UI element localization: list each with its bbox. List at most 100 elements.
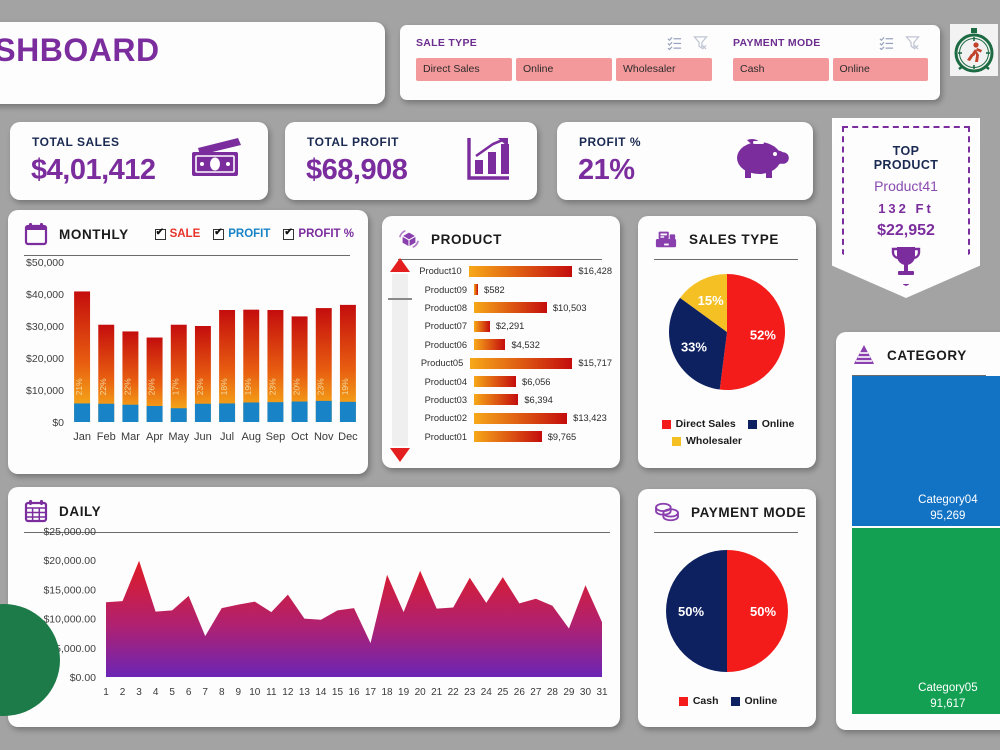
banner-wing-right (978, 118, 980, 142)
product-row[interactable]: Product09 $582 (408, 280, 612, 298)
svg-text:21%: 21% (74, 378, 84, 395)
product-row-value: $582 (484, 284, 505, 295)
kpi-card-profit-percent: PROFIT % 21% (557, 122, 813, 200)
product-row[interactable]: Product05 $15,717 (408, 354, 612, 372)
chip-online-sale[interactable]: Online (516, 58, 612, 81)
sales-type-card-title: SALES TYPE (689, 231, 780, 247)
product-row[interactable]: Product06 $4,532 (408, 336, 612, 354)
svg-text:Feb: Feb (97, 431, 116, 443)
svg-text:May: May (168, 431, 189, 443)
category-treemap[interactable]: Category04 95,269 Category03 Category05 … (852, 376, 1000, 714)
svg-text:23%: 23% (267, 378, 277, 395)
product-row-bar (470, 357, 573, 369)
legend-item-cash[interactable]: Cash (678, 695, 719, 707)
payment-mode-pie-chart[interactable]: 50% 50% (638, 537, 816, 697)
product-header-divider (398, 259, 602, 260)
slicer-sale-type-title: SALE TYPE (416, 37, 478, 49)
product-row[interactable]: Product04 $6,056 (408, 372, 612, 390)
daily-card-title: DAILY (59, 503, 102, 519)
sales-type-pie-chart[interactable]: 52% 33% 15% (638, 260, 816, 410)
product-row[interactable]: Product01 $9,765 (408, 428, 612, 446)
top-product-inner: TOP PRODUCT Product41 132 Ft $22,952 (842, 126, 970, 286)
svg-text:19%: 19% (243, 378, 253, 395)
chip-wholesaler[interactable]: Wholesaler (616, 58, 712, 81)
svg-text:Apr: Apr (146, 431, 163, 443)
clear-filter-icon[interactable] (905, 35, 920, 50)
treemap-label-category05: Category05 (918, 682, 978, 694)
svg-text:$10,000.00: $10,000.00 (43, 614, 96, 626)
svg-text:$5,000.00: $5,000.00 (49, 643, 96, 655)
svg-text:29: 29 (563, 687, 575, 698)
scroll-down-arrow-icon[interactable] (390, 448, 410, 462)
legend-item-direct-sales[interactable]: Direct Sales (661, 418, 736, 430)
product-row[interactable]: Product02 $13,423 (408, 409, 612, 427)
dashboard-title-card: ES DASHBOARD KET SHOP (0, 22, 385, 104)
legend-toggle-sale[interactable]: SALE (154, 227, 200, 240)
legend-toggle-profit[interactable]: PROFIT (213, 227, 270, 240)
svg-text:Aug: Aug (241, 431, 261, 443)
svg-text:$30,000: $30,000 (26, 321, 64, 333)
svg-text:$0: $0 (52, 417, 64, 429)
legend-item-online[interactable]: Online (747, 418, 794, 430)
legend-item-online-payment[interactable]: Online (730, 695, 777, 707)
svg-text:13: 13 (299, 687, 311, 698)
legend-item-wholesaler[interactable]: Wholesaler (672, 435, 808, 447)
legend-toggle-profit-pct[interactable]: PROFIT % (283, 227, 354, 240)
svg-text:17: 17 (365, 687, 377, 698)
monthly-card-header: MONTHLY SALE PROFIT PROFIT % (8, 210, 368, 246)
cash-register-icon (655, 231, 677, 248)
product-bar-list[interactable]: Product10 $16,428 Product09 $582 Product08 $1… (408, 262, 612, 446)
svg-text:19%: 19% (340, 378, 350, 395)
svg-text:26: 26 (514, 687, 526, 698)
product-row[interactable]: Product03 $6,394 (408, 391, 612, 409)
treemap-value-category04: 95,269 (930, 510, 966, 523)
chip-cash[interactable]: Cash (733, 58, 829, 81)
svg-text:27: 27 (530, 687, 542, 698)
product-row-label: Product07 (424, 321, 467, 332)
swatch-online-payment-icon (730, 696, 740, 706)
svg-text:3: 3 (136, 687, 142, 698)
treemap-tile-category04[interactable]: Category04 95,269 (852, 376, 1000, 527)
product-row-label: Product09 (424, 284, 467, 295)
checkbox-profit-pct-icon[interactable] (283, 227, 295, 240)
payment-mode-chart-card: PAYMENT MODE 50% 50% Cash Online (638, 489, 816, 727)
product-scroll-thumb[interactable] (388, 298, 412, 300)
category-card-header: CATEGORY (836, 332, 1000, 366)
monthly-bar-chart[interactable]: $0 $10,000 $20,000 $30,000 $40,000 $50,000 21%… (12, 256, 364, 466)
svg-text:$25,000.00: $25,000.00 (43, 526, 96, 538)
svg-text:21: 21 (431, 687, 443, 698)
slicer-payment-mode-chips: Cash Online (733, 58, 928, 81)
product-row[interactable]: Product10 $16,428 (408, 262, 612, 280)
product-card-title: PRODUCT (431, 231, 502, 247)
swatch-cash-icon (678, 696, 688, 706)
product-chart-card: PRODUCT Product10 $16,428 Product09 $582 Pro… (382, 216, 620, 468)
svg-text:2: 2 (120, 687, 126, 698)
monthly-header-divider (24, 255, 350, 256)
bar-chart-growth-icon (467, 137, 509, 180)
checkbox-sale-icon[interactable] (154, 227, 166, 240)
multi-select-icon[interactable] (879, 35, 894, 50)
chip-direct-sales[interactable]: Direct Sales (416, 58, 512, 81)
product-row[interactable]: Product07 $2,291 (408, 317, 612, 335)
clear-filter-icon[interactable] (693, 35, 708, 50)
top-product-banner: TOP PRODUCT Product41 132 Ft $22,952 (832, 118, 980, 298)
chip-online-payment[interactable]: Online (832, 58, 928, 81)
product-row-label: Product10 (419, 266, 462, 277)
checkbox-profit-icon[interactable] (213, 227, 225, 240)
svg-text:33%: 33% (681, 339, 707, 354)
swatch-online-icon (747, 419, 757, 429)
multi-select-icon[interactable] (667, 35, 682, 50)
product-row[interactable]: Product08 $10,503 (408, 299, 612, 317)
product-card-header: PRODUCT (382, 216, 620, 250)
treemap-tile-category05[interactable]: Category05 91,617 (852, 528, 1000, 714)
product-scrollbar[interactable] (392, 274, 408, 446)
svg-text:Jan: Jan (73, 431, 91, 443)
svg-text:$40,000: $40,000 (26, 289, 64, 301)
scroll-up-arrow-icon[interactable] (390, 258, 410, 272)
svg-text:6: 6 (186, 687, 192, 698)
slicer-sale-type: SALE TYPE Direct Sales Online Wholesaler (416, 35, 716, 81)
svg-text:9: 9 (235, 687, 241, 698)
daily-area-chart[interactable]: $0.00 $5,000.00 $10,000.00 $15,000.00 $20,00… (14, 521, 614, 717)
svg-text:Dec: Dec (338, 431, 358, 443)
product-row-bar (474, 284, 479, 296)
